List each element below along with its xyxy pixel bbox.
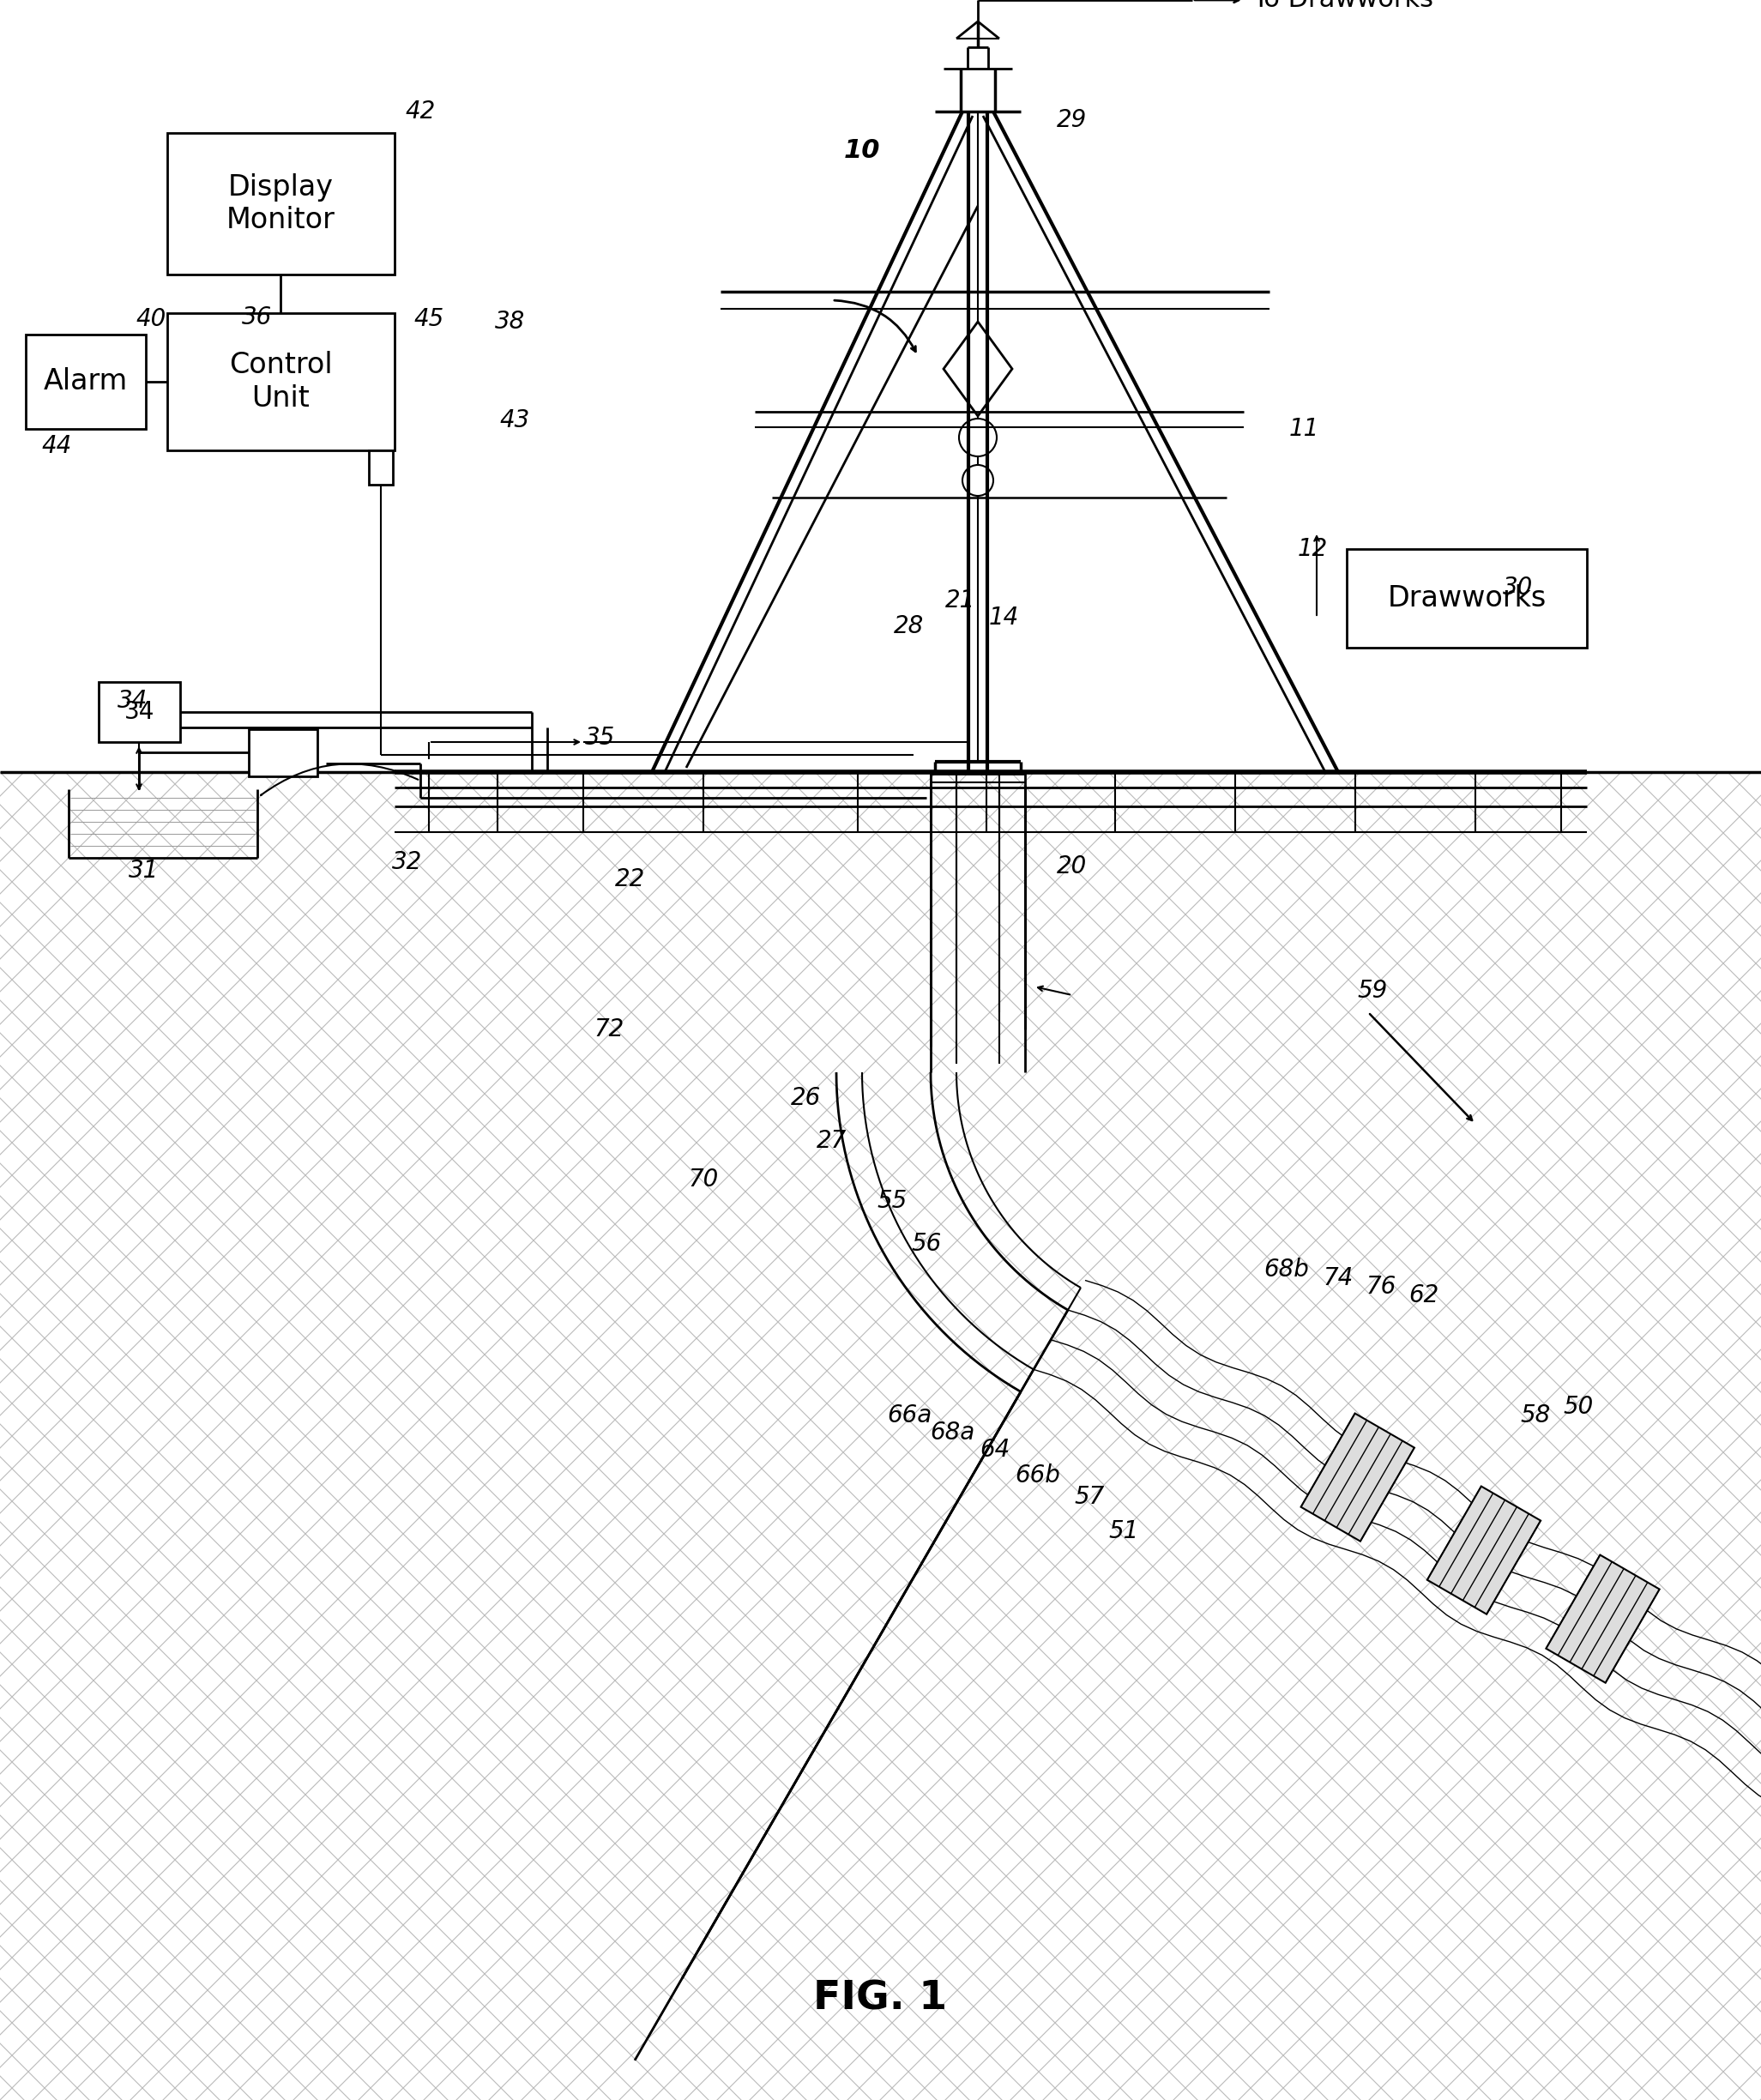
Text: 64: 64 — [979, 1438, 1011, 1462]
Text: 38: 38 — [495, 309, 525, 334]
Text: 30: 30 — [1504, 575, 1534, 601]
Text: 40: 40 — [136, 307, 166, 332]
Text: 57: 57 — [1074, 1485, 1104, 1510]
Text: 45: 45 — [414, 307, 444, 332]
Text: 66a: 66a — [888, 1403, 932, 1428]
Text: 22: 22 — [615, 867, 646, 890]
Text: 51: 51 — [1109, 1518, 1139, 1544]
Bar — [167, 132, 394, 275]
Bar — [167, 313, 394, 449]
Text: 12: 12 — [1298, 538, 1328, 561]
Bar — [1347, 548, 1587, 647]
Text: 34: 34 — [125, 699, 155, 724]
Text: 42: 42 — [405, 99, 435, 124]
Text: 62: 62 — [1409, 1283, 1439, 1308]
Text: 43: 43 — [500, 407, 530, 433]
Polygon shape — [1301, 1413, 1414, 1541]
Text: To Drawworks: To Drawworks — [1252, 0, 1433, 13]
Text: 72: 72 — [593, 1016, 623, 1042]
Text: 50: 50 — [1564, 1394, 1594, 1420]
Text: 66b: 66b — [1016, 1464, 1060, 1487]
Text: 68b: 68b — [1264, 1258, 1310, 1281]
Text: 58: 58 — [1520, 1403, 1550, 1428]
Text: 31: 31 — [129, 859, 158, 882]
Polygon shape — [1546, 1554, 1659, 1682]
Text: 76: 76 — [1367, 1275, 1396, 1298]
Text: 59: 59 — [1358, 979, 1388, 1004]
Bar — [0, 773, 1761, 2100]
Bar — [248, 729, 317, 777]
Bar — [0, 0, 1761, 773]
Text: 10: 10 — [844, 139, 880, 162]
Text: 14: 14 — [988, 605, 1018, 630]
Text: 34: 34 — [118, 689, 148, 712]
Text: 56: 56 — [910, 1233, 942, 1256]
Text: 11: 11 — [1289, 418, 1319, 441]
Text: 28: 28 — [895, 613, 925, 638]
Text: 35: 35 — [585, 727, 616, 750]
Text: 36: 36 — [243, 304, 273, 330]
Text: Display
Monitor: Display Monitor — [227, 172, 335, 235]
Polygon shape — [1426, 1487, 1541, 1615]
FancyArrowPatch shape — [261, 764, 417, 796]
Text: 32: 32 — [393, 850, 423, 874]
Text: Alarm: Alarm — [44, 367, 129, 397]
Text: 68a: 68a — [930, 1420, 974, 1445]
Text: 44: 44 — [42, 435, 72, 458]
Bar — [368, 449, 393, 485]
Text: 29: 29 — [1057, 107, 1087, 132]
Text: 26: 26 — [791, 1086, 821, 1111]
Bar — [99, 682, 180, 741]
Text: 27: 27 — [817, 1130, 847, 1153]
Text: 74: 74 — [1323, 1266, 1352, 1289]
Text: FIG. 1: FIG. 1 — [814, 1980, 947, 2018]
Bar — [26, 334, 146, 428]
Text: 21: 21 — [946, 588, 976, 613]
Text: 20: 20 — [1057, 855, 1087, 878]
Text: Control
Unit: Control Unit — [229, 351, 333, 412]
Text: Drawworks: Drawworks — [1388, 584, 1546, 613]
Text: 55: 55 — [877, 1189, 907, 1214]
Text: 70: 70 — [689, 1168, 718, 1191]
